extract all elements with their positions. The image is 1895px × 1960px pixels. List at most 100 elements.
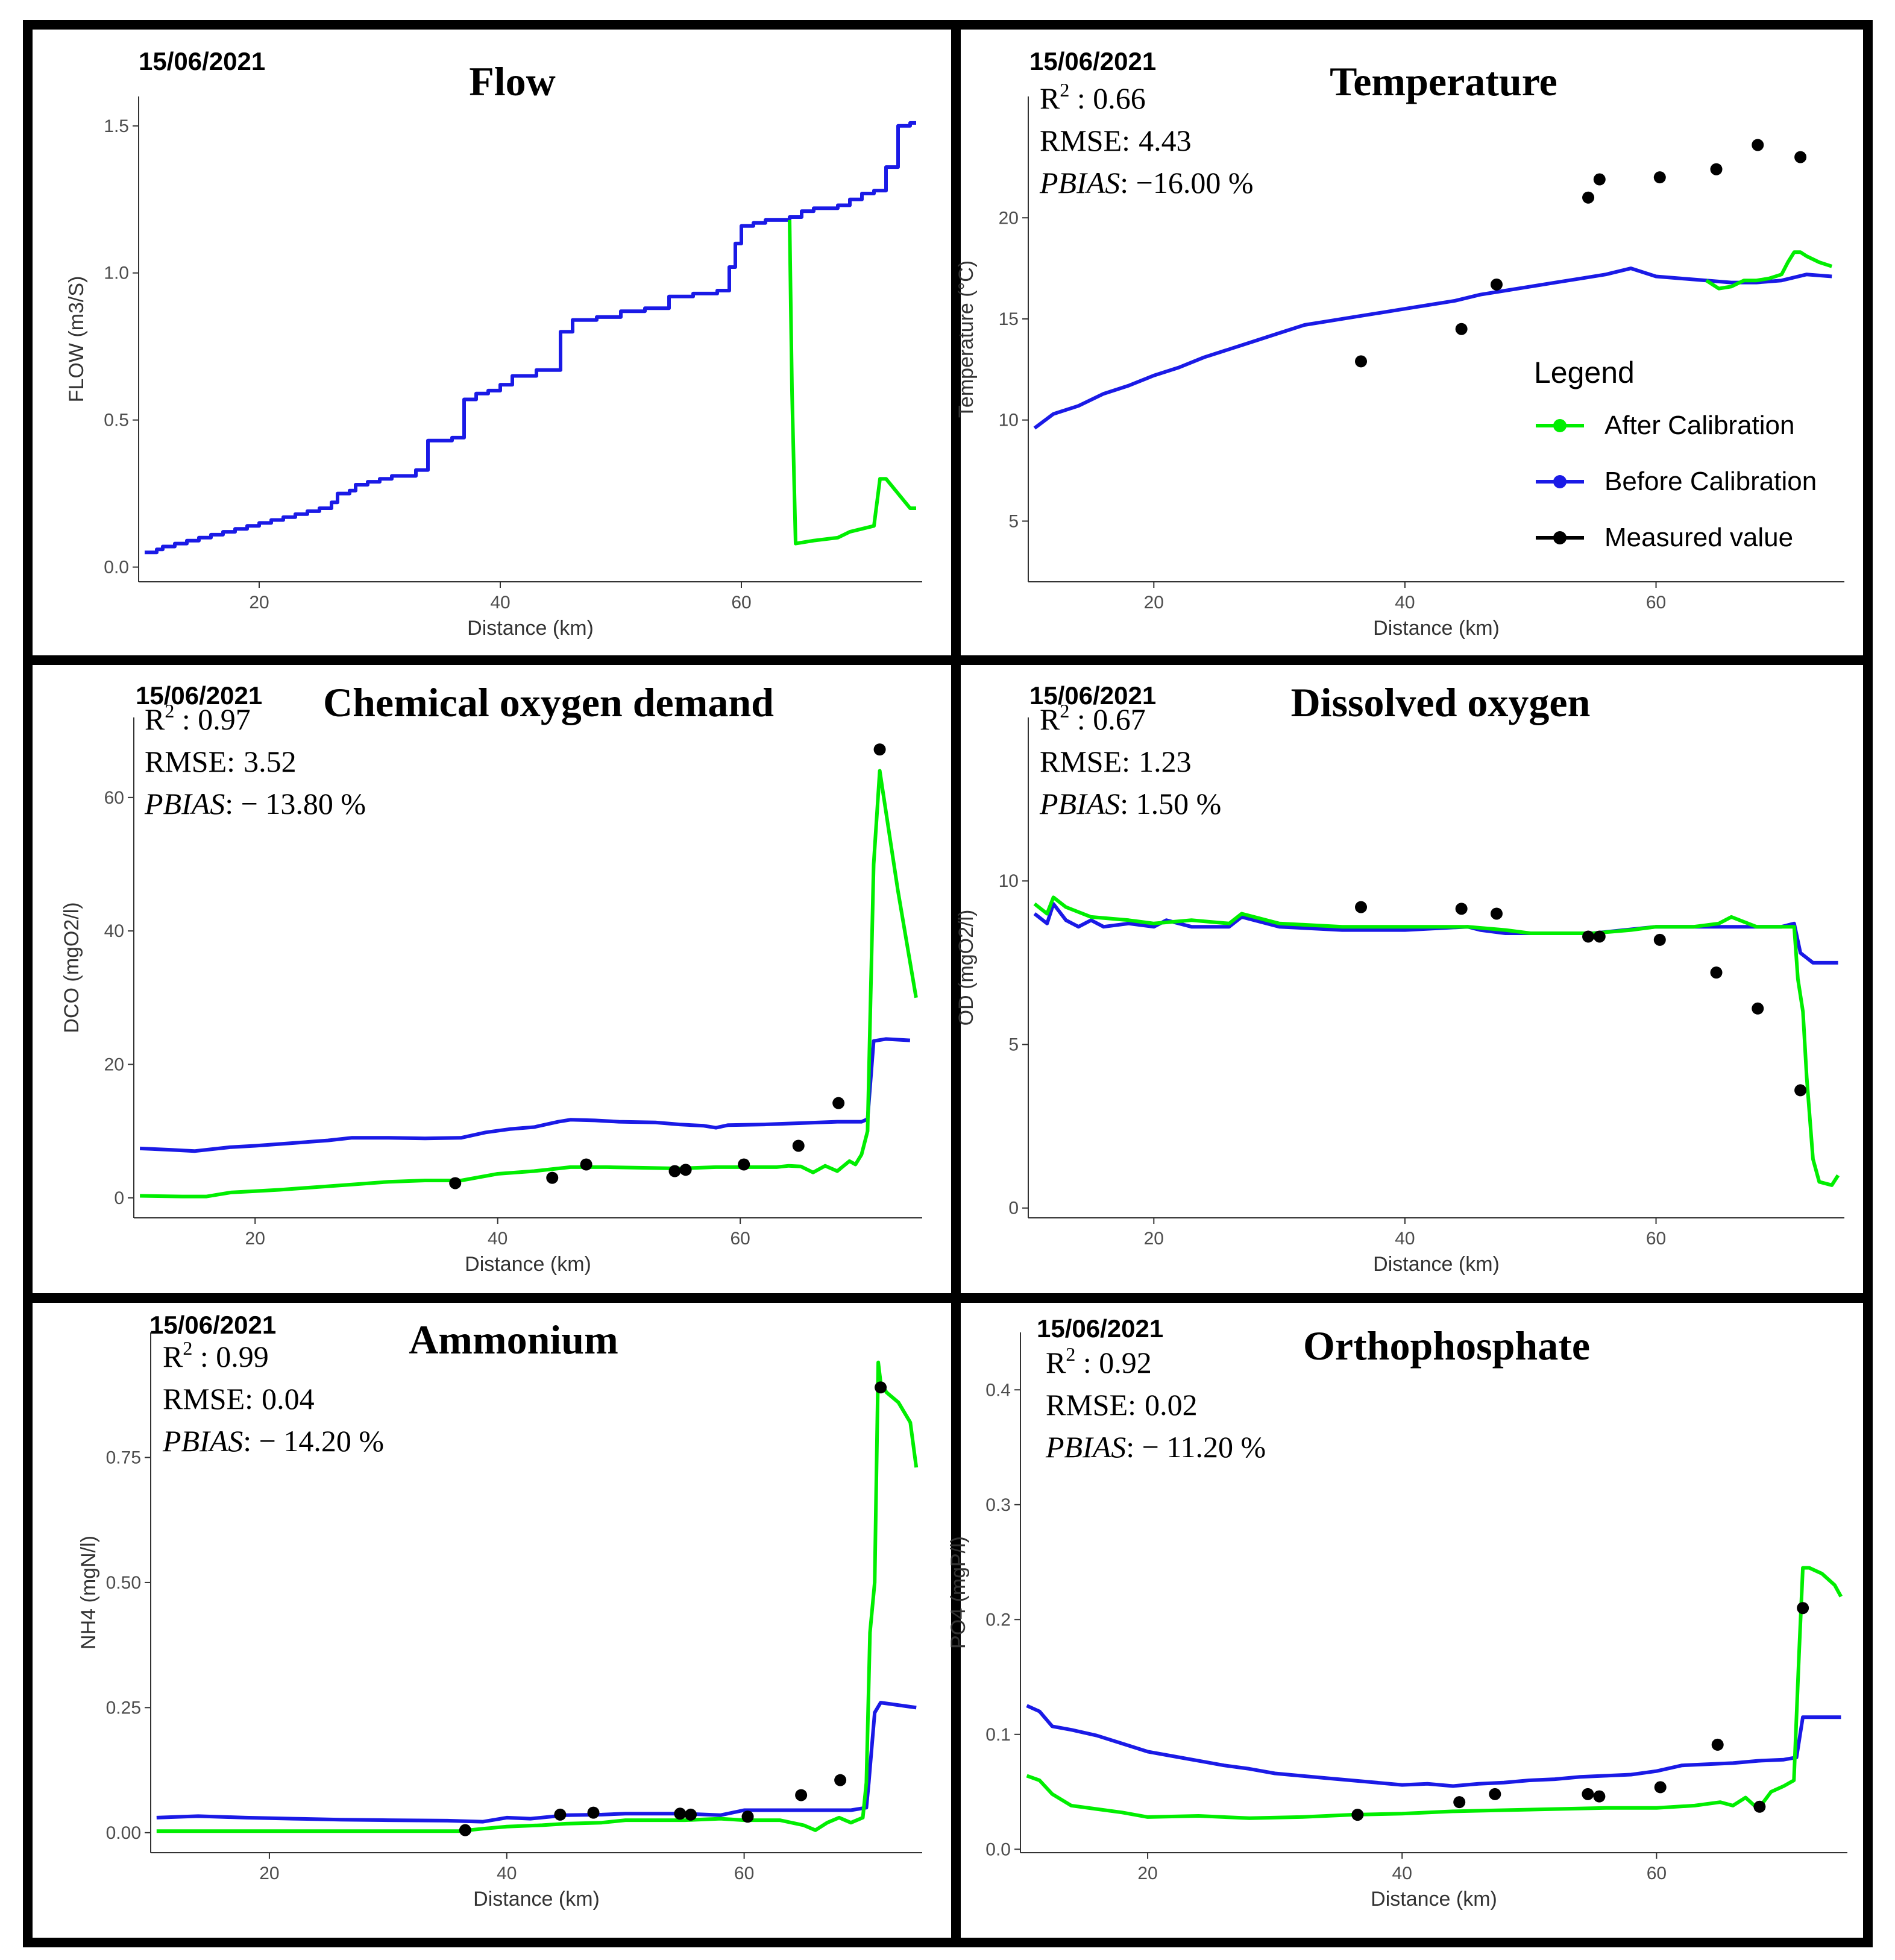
- chart-title: Orthophosphate: [1303, 1323, 1590, 1369]
- measured-point: [1490, 907, 1503, 920]
- stat-r2-value: : 0.66: [1069, 81, 1145, 115]
- measured-point: [1582, 1788, 1594, 1800]
- legend-title: Legend: [1534, 356, 1635, 389]
- stat-pbias-value: : − 11.20 %: [1126, 1430, 1266, 1464]
- x-tick-label: 40: [497, 1864, 517, 1883]
- measured-point: [546, 1171, 559, 1184]
- measured-point: [685, 1808, 697, 1821]
- y-tick-label: 0.4: [985, 1380, 1011, 1400]
- legend: Legend After Calibration Before Calibratio…: [1534, 356, 1817, 552]
- measured-point: [1711, 1738, 1724, 1751]
- x-axis-label: Distance (km): [465, 1253, 591, 1276]
- y-tick-label: 0: [1008, 1199, 1019, 1218]
- x-tick-label: 60: [1646, 1229, 1666, 1249]
- legend-item-after-calibration: After Calibration: [1604, 411, 1794, 440]
- measured-point: [875, 1381, 887, 1394]
- stat-rmse: RMSE: 4.43: [1040, 124, 1192, 157]
- y-tick-label: 0.0: [104, 558, 129, 578]
- stat-rmse-value: 1.23: [1139, 745, 1192, 778]
- legend-item-before-calibration: Before Calibration: [1604, 467, 1817, 496]
- y-tick-label: 0.2: [985, 1610, 1011, 1630]
- measured-point: [1710, 163, 1723, 175]
- series-before-calibration: [1033, 266, 1832, 430]
- chart-title: Ammonium: [409, 1317, 618, 1363]
- stat-rmse: RMSE: 0.04: [163, 1382, 315, 1416]
- stat-r2-value: : 0.97: [174, 702, 250, 736]
- chart-panel-1: 20 40 60 0.0 0.5 1.0 1.5 Distance (km) FLOW (m3/…: [65, 47, 922, 640]
- legend-item-after-calibration-marker: [1553, 419, 1567, 432]
- y-tick-label: 1.5: [104, 116, 129, 136]
- measured-point: [1355, 901, 1368, 913]
- measured-point: [1653, 171, 1666, 184]
- x-tick-label: 60: [1647, 1864, 1667, 1883]
- stat-pbias: PBIAS: 1.50 %: [1039, 787, 1221, 821]
- chart-date: 15/06/2021: [1029, 681, 1156, 710]
- measured-point: [1593, 930, 1606, 943]
- measured-point: [792, 1139, 805, 1152]
- measured-point: [873, 743, 886, 756]
- stat-pbias-value: : − 13.80 %: [225, 787, 366, 821]
- x-tick-label: 60: [730, 1229, 750, 1249]
- measured-point: [1351, 1809, 1364, 1821]
- x-tick-label: 40: [1392, 1864, 1412, 1883]
- x-axis-label: Distance (km): [1373, 1253, 1500, 1276]
- stat-rmse-value: 0.02: [1145, 1388, 1198, 1422]
- measured-point: [1797, 1602, 1809, 1615]
- stat-rmse: RMSE: 1.23: [1040, 745, 1192, 778]
- series-after-calibration: [156, 1360, 919, 1833]
- stat-rmse: RMSE: 0.02: [1046, 1388, 1198, 1422]
- measured-point: [1593, 173, 1606, 186]
- measured-point: [668, 1165, 681, 1177]
- stat-pbias: PBIAS: − 14.20 %: [162, 1424, 384, 1458]
- measured-point: [1593, 1790, 1606, 1803]
- y-tick-label: 10: [999, 871, 1019, 891]
- y-tick-label: 0.5: [104, 411, 129, 430]
- measured-point: [679, 1164, 692, 1176]
- stat-pbias-value: : 1.50 %: [1120, 787, 1221, 821]
- x-tick-label: 20: [259, 1864, 279, 1883]
- stat-rmse-value: 4.43: [1139, 124, 1192, 157]
- stat-r2: R2 : 0.92: [1046, 1343, 1152, 1379]
- measured-point: [449, 1177, 462, 1190]
- x-tick-label: 40: [1395, 1229, 1415, 1249]
- measured-point: [1453, 1796, 1466, 1809]
- stat-pbias-label: PBIAS: [1039, 787, 1120, 821]
- chart-title: Chemical oxygen demand: [323, 679, 774, 725]
- stat-pbias-label: PBIAS: [144, 787, 225, 821]
- stat-pbias: PBIAS: − 11.20 %: [1045, 1430, 1266, 1464]
- stat-pbias-label: PBIAS: [1039, 166, 1120, 200]
- series-before-calibration: [1033, 902, 1838, 965]
- measured-point: [1794, 151, 1807, 163]
- measured-point: [834, 1774, 847, 1786]
- y-tick-label: 60: [104, 788, 124, 808]
- series-after-calibration: [1705, 250, 1833, 291]
- measured-point: [1355, 355, 1368, 368]
- chart-date: 15/06/2021: [1029, 47, 1156, 75]
- chart-date: 15/06/2021: [136, 681, 262, 710]
- y-tick-label: 0.50: [106, 1573, 141, 1593]
- x-axis-label: Distance (km): [1371, 1888, 1497, 1911]
- y-tick-label: 0.1: [985, 1725, 1011, 1745]
- stat-rmse-value: 0.04: [262, 1382, 315, 1416]
- stat-pbias: PBIAS: −16.00 %: [1039, 166, 1254, 200]
- measured-point: [1654, 1781, 1667, 1794]
- y-tick-label: 0.3: [985, 1495, 1011, 1515]
- chart-date: 15/06/2021: [1037, 1314, 1163, 1343]
- legend-item-measured-value: Measured value: [1604, 523, 1793, 552]
- series-after-calibration: [788, 219, 916, 546]
- measured-point: [1455, 323, 1468, 335]
- chart-panel-5: 20 40 60 0.00 0.25 0.50 0.75 Distance (km) NH4 (…: [77, 1311, 922, 1911]
- y-axis-label: DCO (mgO2/l): [60, 902, 83, 1033]
- x-tick-label: 40: [488, 1229, 508, 1249]
- y-tick-label: 20: [104, 1054, 124, 1074]
- stat-r2: R2 : 0.99: [163, 1337, 269, 1373]
- series-after-calibration: [1033, 895, 1840, 1187]
- measured-point: [587, 1806, 600, 1819]
- y-tick-label: 10: [999, 411, 1019, 430]
- y-tick-label: 0.75: [106, 1448, 141, 1467]
- measured-point: [1582, 930, 1595, 943]
- y-axis-label: FLOW (m3/S): [65, 276, 88, 403]
- y-tick-label: 5: [1008, 1035, 1019, 1054]
